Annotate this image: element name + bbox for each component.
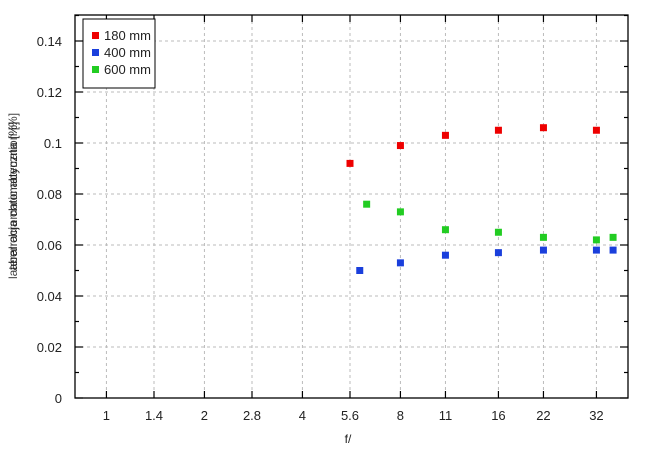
- y-tick-label: 0.14: [37, 34, 62, 49]
- y-tick-label: 0.1: [44, 136, 62, 151]
- data-point-600mm: [363, 200, 371, 208]
- data-point-180mm: [396, 142, 404, 150]
- x-tick-label: 16: [491, 408, 505, 423]
- x-tick-label: 4: [299, 408, 306, 423]
- x-tick-label: 11: [439, 408, 453, 423]
- y-axis-label: aberracja chromatyczna [%]: [6, 122, 20, 271]
- legend-swatch-180mm: [92, 32, 99, 39]
- x-axis-label: f/: [345, 432, 352, 446]
- x-tick-label: 32: [589, 408, 603, 423]
- data-points: [346, 124, 617, 274]
- data-point-180mm: [441, 131, 449, 139]
- data-point-600mm: [539, 233, 547, 241]
- plot-frame: [74, 14, 629, 399]
- grid-lines: [75, 15, 628, 398]
- data-point-180mm: [539, 124, 547, 132]
- data-point-400mm: [539, 246, 547, 254]
- data-point-180mm: [346, 159, 354, 167]
- data-point-600mm: [494, 228, 502, 236]
- x-tick-label: 5.6: [341, 408, 359, 423]
- data-point-180mm: [494, 126, 502, 134]
- data-point-400mm: [441, 251, 449, 259]
- legend-label-400mm: 400 mm: [104, 45, 151, 60]
- x-tick-label: 1.4: [145, 408, 163, 423]
- y-tick-label: 0.04: [37, 289, 62, 304]
- y-tick-label: 0: [55, 391, 62, 406]
- data-point-400mm: [356, 267, 364, 274]
- tick-labels: 1 1.4 2 2.8 4 5.6 8 11 16 22 32 0 0.02 0.04 0.06 0.08 0.…: [37, 34, 604, 423]
- x-tick-label: 2.8: [243, 408, 261, 423]
- legend-swatch-600mm: [92, 66, 99, 73]
- x-tick-label: 2: [201, 408, 208, 423]
- x-tick-label: 8: [397, 408, 404, 423]
- x-tick-label: 22: [536, 408, 550, 423]
- legend-label-600mm: 600 mm: [104, 62, 151, 77]
- x-tick-label: 1: [103, 408, 110, 423]
- legend-label-180mm: 180 mm: [104, 28, 151, 43]
- data-point-400mm: [494, 249, 502, 257]
- legend-swatch-400mm: [92, 49, 99, 56]
- y-tick-label: 0.02: [37, 340, 62, 355]
- data-point-400mm: [592, 246, 600, 254]
- data-point-600mm: [396, 208, 404, 216]
- y-tick-label: 0.12: [37, 85, 62, 100]
- data-point-400mm: [609, 246, 617, 254]
- data-point-400mm: [396, 259, 404, 267]
- axis-ticks: [75, 14, 628, 399]
- y-tick-label: 0.06: [37, 238, 62, 253]
- y-tick-label: 0.08: [37, 187, 62, 202]
- data-point-600mm: [592, 236, 600, 244]
- data-point-600mm: [609, 233, 617, 241]
- y-axis-label-overlap: lateral chromatic aberration [%]: [6, 113, 20, 279]
- legend: 180 mm 400 mm 600 mm: [82, 18, 156, 89]
- data-point-180mm: [592, 126, 600, 134]
- data-point-600mm: [441, 226, 449, 234]
